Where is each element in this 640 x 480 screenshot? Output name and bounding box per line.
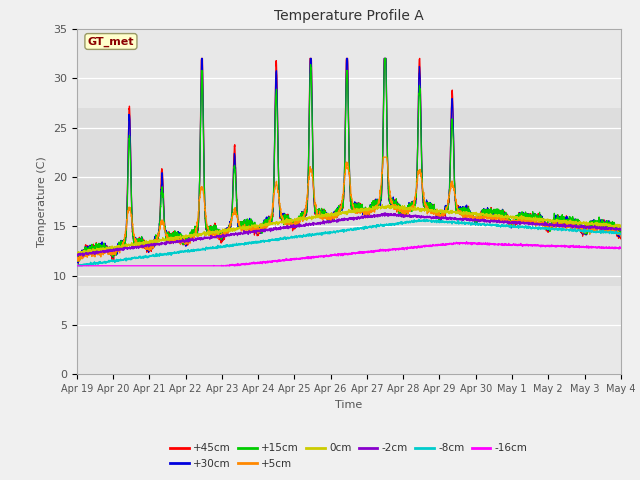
+30cm [73,255,81,261]
+15cm [617,229,625,235]
+45cm [617,236,625,241]
+15cm [482,213,490,219]
+15cm [522,213,530,218]
-2cm [482,217,490,223]
-16cm [463,239,470,245]
-2cm [79,253,87,259]
-16cm [482,240,490,245]
0cm [246,224,253,229]
-16cm [452,240,460,246]
-16cm [617,244,625,250]
+45cm [246,222,253,228]
Line: +5cm: +5cm [77,157,621,261]
+30cm [617,233,625,239]
+15cm [452,206,460,212]
+45cm [74,262,82,268]
0cm [522,215,530,221]
-8cm [73,263,81,269]
Line: -2cm: -2cm [77,213,621,256]
0cm [378,202,386,207]
0cm [75,251,83,257]
-2cm [418,214,426,220]
-8cm [617,232,625,238]
+15cm [453,203,461,208]
+45cm [452,207,460,213]
+45cm [482,212,490,217]
-8cm [418,217,426,223]
Y-axis label: Temperature (C): Temperature (C) [37,156,47,247]
-16cm [522,243,529,249]
+30cm [246,216,253,221]
-8cm [482,222,490,228]
+5cm [453,202,461,207]
+45cm [418,166,426,171]
+30cm [74,260,82,266]
+5cm [617,233,625,239]
-8cm [246,240,253,246]
-8cm [522,223,529,229]
-16cm [246,261,253,266]
-2cm [522,220,530,226]
0cm [617,224,625,230]
-16cm [73,263,81,269]
+5cm [522,221,530,227]
-16cm [452,240,460,245]
+45cm [522,215,530,220]
+5cm [482,214,490,219]
Line: +45cm: +45cm [77,59,621,265]
-8cm [452,220,460,226]
+5cm [73,256,81,262]
+5cm [418,177,426,183]
-16cm [418,243,426,249]
+45cm [73,260,81,266]
+45cm [198,56,205,61]
+30cm [198,56,205,61]
Line: +15cm: +15cm [77,59,621,261]
-8cm [415,216,422,222]
0cm [482,213,490,219]
+45cm [453,204,461,209]
0cm [453,209,461,215]
-2cm [453,216,461,222]
Line: +30cm: +30cm [77,59,621,263]
+30cm [452,206,460,212]
0cm [418,206,426,212]
+30cm [522,211,530,216]
+15cm [381,56,388,61]
+30cm [453,204,461,209]
+15cm [75,258,83,264]
+30cm [482,210,490,216]
Line: -8cm: -8cm [77,219,621,266]
Legend: +45cm, +30cm, +15cm, +5cm, 0cm, -2cm, -8cm, -16cm: +45cm, +30cm, +15cm, +5cm, 0cm, -2cm, -8… [166,439,532,473]
-8cm [452,219,460,225]
+30cm [418,163,426,169]
0cm [452,210,460,216]
Line: -16cm: -16cm [77,242,621,266]
X-axis label: Time: Time [335,400,362,409]
-2cm [617,227,625,232]
-2cm [73,253,81,259]
0cm [73,250,81,256]
-2cm [381,210,389,216]
+5cm [380,154,387,160]
+15cm [73,256,81,262]
Bar [77,108,621,286]
Title: Temperature Profile A: Temperature Profile A [274,10,424,24]
+15cm [418,164,426,169]
-2cm [452,217,460,223]
Line: 0cm: 0cm [77,204,621,254]
+5cm [452,202,460,208]
+5cm [74,258,82,264]
Text: GT_met: GT_met [88,36,134,47]
-2cm [246,230,253,236]
+15cm [246,219,253,225]
+5cm [246,226,253,231]
